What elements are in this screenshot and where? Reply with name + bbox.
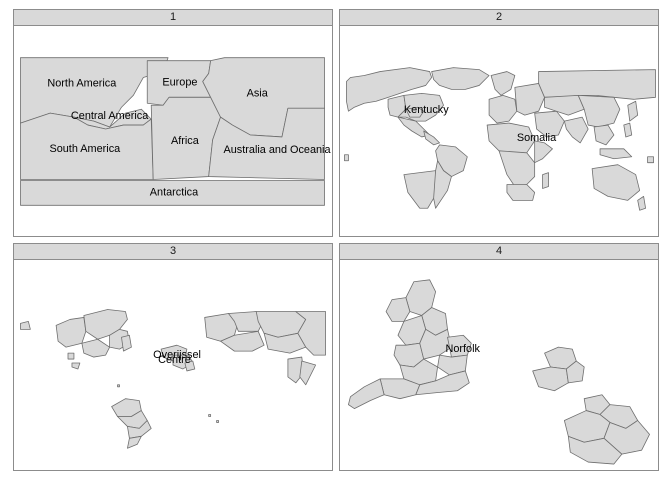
map-continents: North America Europe Asia Central Americ… [14,26,332,236]
label-central-america: Central America [71,110,149,122]
region-south-county [415,370,470,396]
region-argentina-chile [403,170,436,209]
region-west-small-b [71,362,81,370]
region-somalia [534,140,553,164]
label-europe: Europe [162,76,197,88]
map-world-mixed: Kentucky Somalia [340,26,658,236]
region-mid-c [565,360,585,384]
region-south-dot-b [208,414,212,417]
map-country-subdivisions: Norfolk [340,260,658,470]
region-west-landmass-d [81,338,110,358]
subregions-svg: Overijssel Centre [20,309,326,449]
region-antarctica [20,180,325,206]
region-west-landmass-a [55,317,87,348]
region-india [563,116,589,144]
region-japan [627,100,639,122]
region-south-dot-a [117,384,120,388]
facet-strip-2: 2 [340,10,658,26]
map-subregions: Overijssel Centre [14,260,332,470]
region-south-dot-c [216,420,219,423]
region-oceania [208,107,325,180]
label-north-america: North America [47,77,117,89]
facet-strip-3: 3 [14,244,332,260]
region-lincolnshire [419,328,452,360]
region-southeast-asia [593,124,615,146]
region-scandinavia [490,71,516,96]
region-madagascar [542,172,549,189]
facet-strip-4: 4 [340,244,658,260]
region-south-america [20,112,154,180]
region-indonesia [599,148,633,160]
region-east-f [263,332,307,354]
region-pacific-islands [647,156,654,164]
label-asia: Asia [247,87,269,99]
region-mid-b [532,366,569,392]
label-somalia: Somalia [517,132,557,144]
facet-panel-4: 4 Norfolk [339,243,659,471]
region-south-d [127,435,142,449]
subdivisions-svg: Norfolk [348,279,650,465]
region-central-small [184,360,196,372]
label-oceania: Australia and Oceania [224,144,332,156]
label-overijssel: Overijssel [153,349,201,361]
region-kentucky [405,106,425,118]
facet-panel-1: 1 North America Europe Asia Central Amer… [13,9,333,237]
region-russia [538,69,656,100]
region-canada-alaska [346,67,433,112]
region-se-e [567,435,623,465]
region-philippines [623,122,633,138]
continents-svg: North America Europe Asia Central Americ… [20,57,332,206]
region-west-island [20,321,31,330]
label-centre: Centre [158,354,191,366]
facet-panel-2: 2 [339,9,659,237]
region-central-america [423,130,440,146]
region-new-zealand [637,195,646,211]
label-norfolk: Norfolk [446,343,481,355]
label-africa: Africa [171,135,200,147]
region-australia [591,164,641,201]
world-svg: Kentucky Somalia [344,67,656,211]
region-southern-africa [506,184,536,201]
region-east-d [295,311,326,356]
region-small-island-west [344,154,349,162]
facet-panel-3: 3 [13,243,333,471]
facet-strip-1: 1 [14,10,332,26]
region-greenland [431,67,490,90]
label-south-america: South America [49,143,121,155]
region-west-peninsula [121,334,132,352]
region-west-small [67,352,75,360]
label-antarctica: Antarctica [150,186,199,198]
region-western-europe [488,94,518,124]
region-northwest-county [385,297,411,322]
region-east-e [220,330,265,352]
label-kentucky: Kentucky [404,104,449,116]
region-eastern-europe [514,83,545,116]
region-cornwall [348,378,385,409]
region-central-africa [498,150,536,187]
region-east-tail [299,360,317,386]
